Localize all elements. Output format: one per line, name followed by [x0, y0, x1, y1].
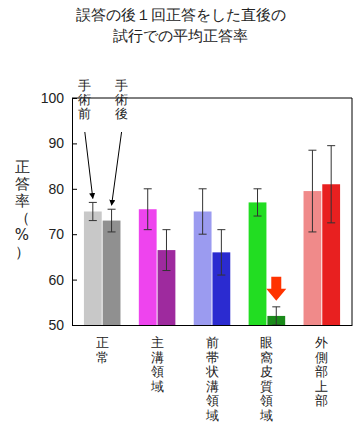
plot-area	[84, 146, 340, 325]
y-tick-label: 100	[41, 90, 65, 106]
y-tick-mark	[72, 143, 77, 144]
error-bar	[162, 230, 170, 271]
x-tick: 正常	[96, 335, 109, 365]
x-tick-label: 外側部上部	[315, 335, 328, 408]
y-tick: 50	[48, 317, 77, 333]
y-axis-title: 正答率（%）	[15, 158, 30, 261]
y-tick-label: 70	[48, 226, 64, 242]
x-tick: 前帯状溝領域	[205, 335, 219, 423]
y-tick-mark	[72, 234, 77, 235]
series-label-arrow	[112, 132, 122, 205]
x-tick-label: 正常	[96, 335, 109, 365]
error-bar	[199, 189, 207, 234]
y-tick: 100	[41, 90, 77, 106]
x-tick: 外側部上部	[315, 335, 328, 408]
y-axis-line	[72, 99, 73, 326]
highlight-arrow	[266, 277, 286, 301]
error-bar	[254, 189, 262, 216]
title: 誤答の後１回正答をした直後の試行での平均正答率	[76, 6, 286, 45]
x-tick: 主溝領域	[150, 335, 164, 394]
x-axis-line	[73, 325, 353, 326]
error-bar	[144, 189, 152, 230]
series-label: 手術前	[78, 78, 91, 121]
y-tick: 90	[48, 135, 77, 151]
plot-frame	[72, 98, 352, 325]
x-tick-label: 前帯状溝領域	[205, 335, 219, 423]
x-axis: 正常 主溝領域 前帯状溝領域 眼窩皮質領域 外側部上部	[73, 326, 353, 423]
y-tick-label: 80	[48, 181, 64, 197]
series-label: 手術後	[115, 78, 128, 121]
x-tick-label: 主溝領域	[150, 335, 164, 394]
y-tick: 80	[48, 181, 77, 197]
y-tick-mark	[72, 189, 77, 190]
y-tick: 60	[48, 272, 77, 288]
y-tick-mark	[72, 280, 77, 281]
error-bar	[217, 230, 225, 275]
x-tick-label: 眼窩皮質領域	[259, 335, 273, 423]
chart: 誤答の後１回正答をした直後の試行での平均正答率 50 60 70 80 90 100 正常 主溝…	[0, 0, 361, 429]
bar	[103, 221, 121, 325]
y-axis: 50 60 70 80 90 100	[41, 90, 77, 333]
bar	[84, 212, 102, 326]
error-bar	[327, 146, 335, 223]
error-bar	[308, 150, 316, 232]
y-tick-mark	[72, 98, 77, 99]
x-tick: 眼窩皮質領域	[259, 335, 273, 423]
bar	[249, 202, 267, 325]
error-bar	[89, 202, 97, 220]
y-tick-label: 50	[48, 317, 64, 333]
series-label-arrow	[85, 132, 93, 198]
y-tick: 70	[48, 226, 77, 242]
y-tick-label: 90	[48, 135, 64, 151]
error-bar	[272, 307, 280, 325]
error-bar	[108, 209, 116, 232]
y-tick-label: 60	[48, 272, 64, 288]
